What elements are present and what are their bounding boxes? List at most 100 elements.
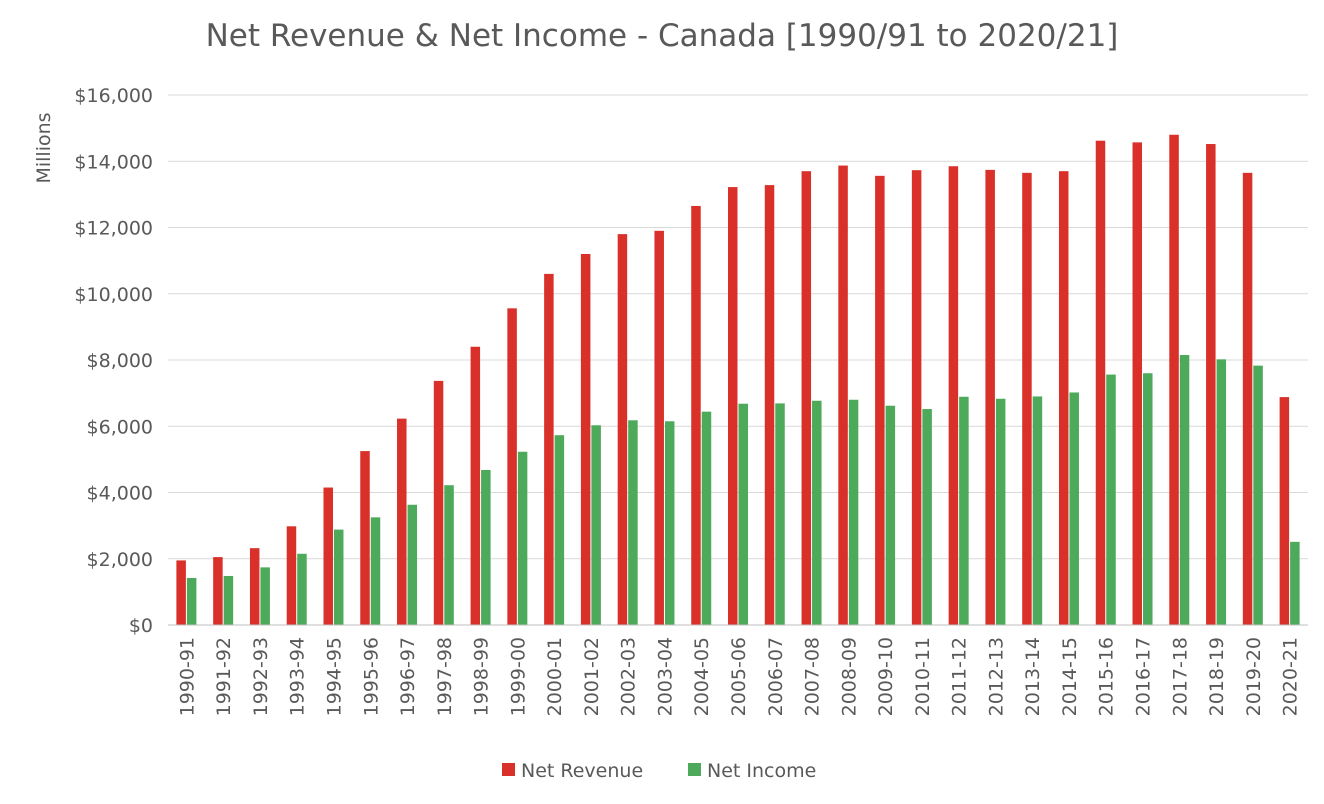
x-tick-label: 2020-21 xyxy=(1280,637,1302,716)
x-tick-label: 2005-06 xyxy=(728,637,750,716)
bar-net-income xyxy=(628,420,638,625)
bar-net-revenue xyxy=(360,451,370,625)
bar-net-income xyxy=(517,451,528,625)
bar-net-income xyxy=(223,575,234,625)
x-tick-label: 1990-91 xyxy=(176,637,198,716)
bar-net-income xyxy=(775,403,785,625)
bar-net-income xyxy=(1179,355,1190,625)
bar-net-income xyxy=(885,405,896,625)
bar-net-revenue xyxy=(1169,134,1179,625)
bar-net-income xyxy=(444,485,454,625)
x-tick-label: 1996-97 xyxy=(397,637,419,716)
bars xyxy=(176,134,1300,626)
bar-net-revenue xyxy=(1242,172,1253,625)
bar-net-revenue xyxy=(544,273,554,625)
x-tick-label: 1993-94 xyxy=(287,637,309,716)
x-tick-label: 2018-19 xyxy=(1206,637,1228,716)
x-tick-label: 1991-92 xyxy=(213,637,235,716)
bar-net-income xyxy=(1216,359,1227,625)
x-tick-label: 2002-03 xyxy=(618,637,640,716)
bar-net-revenue xyxy=(1095,140,1106,625)
y-axis-label: Millions xyxy=(33,112,55,183)
bar-net-revenue xyxy=(213,557,223,625)
bar-net-revenue xyxy=(470,346,481,625)
legend-label-net-revenue: Net Revenue xyxy=(521,760,643,782)
y-tick-label: $0 xyxy=(129,615,153,637)
bar-net-revenue xyxy=(1206,144,1216,625)
x-tick-label: 2000-01 xyxy=(544,637,566,716)
bar-net-revenue xyxy=(948,166,959,625)
x-tick-label: 2004-05 xyxy=(691,637,713,716)
x-tick-label: 1999-00 xyxy=(507,637,529,716)
x-tick-label: 1992-93 xyxy=(250,637,272,716)
bar-net-income xyxy=(922,409,932,625)
x-tick-label: 2006-07 xyxy=(765,637,787,716)
x-tick-label: 2011-12 xyxy=(949,637,971,716)
bar-net-revenue xyxy=(397,418,407,625)
bar-net-income xyxy=(370,517,381,625)
bar-net-revenue xyxy=(507,308,517,625)
x-tick-label: 2009-10 xyxy=(875,637,897,716)
bar-net-income xyxy=(407,504,418,625)
bar-net-income xyxy=(591,425,601,625)
bar-net-revenue xyxy=(1279,397,1290,625)
bar-net-revenue xyxy=(728,187,738,625)
bar-net-revenue xyxy=(1132,142,1143,625)
bar-net-revenue xyxy=(1022,172,1032,625)
bar-net-income xyxy=(1290,541,1300,625)
x-tick-label: 2015-16 xyxy=(1096,637,1118,716)
bar-net-revenue xyxy=(764,185,775,625)
x-tick-label: 2012-13 xyxy=(985,637,1007,716)
bar-net-income xyxy=(1143,373,1153,625)
bar-net-revenue xyxy=(801,171,812,625)
bar-net-revenue xyxy=(433,380,444,625)
x-tick-label: 2017-18 xyxy=(1169,637,1191,716)
bar-net-income xyxy=(186,577,197,625)
x-tick-label: 2014-15 xyxy=(1059,637,1081,716)
bar-net-income xyxy=(1032,396,1043,625)
bar-net-revenue xyxy=(176,560,186,625)
y-tick-label: $12,000 xyxy=(74,218,153,240)
legend-swatch-net-income xyxy=(688,763,701,776)
y-tick-label: $16,000 xyxy=(74,85,153,107)
bar-net-income xyxy=(1106,374,1116,625)
bar-net-revenue xyxy=(1058,171,1069,625)
bar-net-income xyxy=(297,553,307,625)
legend-swatch-net-revenue xyxy=(502,763,515,776)
legend-label-net-income: Net Income xyxy=(707,760,816,782)
x-tick-label: 1998-99 xyxy=(471,637,493,716)
bar-net-revenue xyxy=(875,175,885,625)
bar-net-revenue xyxy=(985,169,995,626)
x-tick-label: 1994-95 xyxy=(323,637,345,716)
x-tick-labels: 1990-91 1991-92 1992-93 1993-94 1994-95 1995-… xyxy=(176,637,1301,716)
bar-net-revenue xyxy=(691,205,701,625)
y-tick-label: $14,000 xyxy=(74,151,153,173)
bar-net-income xyxy=(959,396,969,625)
bar-net-income xyxy=(333,529,344,625)
bar-net-revenue xyxy=(249,548,260,625)
bar-net-income xyxy=(848,399,859,625)
y-tick-label: $6,000 xyxy=(87,416,153,438)
y-tick-labels: $0 $2,000 $4,000 $6,000 $8,000 $10,000 $12,000… xyxy=(74,85,153,637)
x-tick-label: 2016-17 xyxy=(1133,637,1155,716)
x-tick-label: 2013-14 xyxy=(1022,637,1044,716)
x-tick-label: 2003-04 xyxy=(654,637,676,716)
bar-net-revenue xyxy=(838,165,848,625)
bar-net-income xyxy=(554,435,565,625)
bar-net-income xyxy=(701,411,712,625)
x-tick-label: 2019-20 xyxy=(1243,637,1265,716)
bar-net-income xyxy=(481,469,491,625)
y-tick-label: $10,000 xyxy=(74,284,153,306)
legend: Net Revenue Net Income xyxy=(502,760,816,782)
bar-net-income xyxy=(260,567,270,625)
bar-net-income xyxy=(1253,365,1263,625)
bar-net-revenue xyxy=(323,487,333,625)
chart-title: Net Revenue & Net Income - Canada [1990/… xyxy=(206,18,1119,54)
bar-net-income xyxy=(995,398,1006,625)
bar-net-income xyxy=(1069,392,1079,625)
x-tick-label: 2010-11 xyxy=(912,637,934,716)
bar-net-revenue xyxy=(580,254,591,625)
bar-net-revenue xyxy=(654,230,664,625)
y-tick-label: $2,000 xyxy=(87,549,153,571)
